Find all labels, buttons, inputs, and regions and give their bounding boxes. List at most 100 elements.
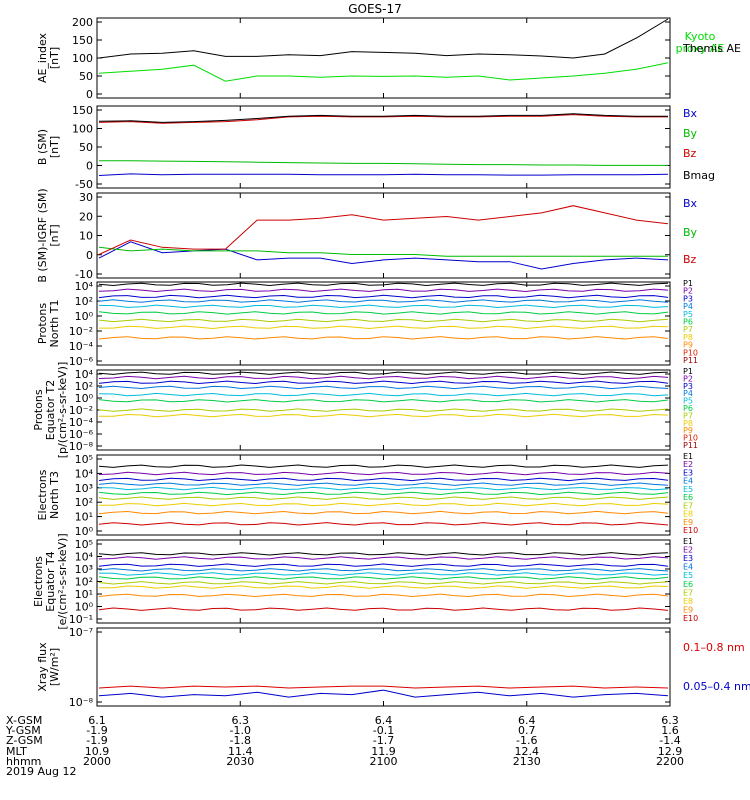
legend-label: P5 [683, 397, 693, 406]
y-tick-label: 10⁰ [75, 310, 94, 323]
y-tick-label: 10⁻⁸ [69, 696, 94, 709]
series-line [98, 205, 669, 255]
y-tick-label: 10 [79, 230, 93, 243]
series-line [98, 496, 669, 500]
series-line [98, 399, 669, 403]
y-tick-label: 10¹ [75, 588, 93, 601]
y-axis-label: Protons [32, 389, 45, 430]
legend-label: P10 [683, 434, 698, 443]
panel-frame [96, 17, 671, 99]
legend-label: P3 [683, 382, 693, 391]
y-tick-label: 10⁵ [75, 453, 93, 466]
legend-label: P7 [683, 411, 693, 420]
x-row-label: X-GSM [6, 714, 42, 727]
series-line [98, 392, 669, 397]
x-axis-value: 6.3 [232, 714, 250, 727]
series-line [99, 585, 669, 589]
legend-label: By [683, 127, 698, 140]
legend-label: Bz [683, 147, 697, 160]
legend-label: By [683, 226, 698, 239]
x-axis-value: 2100 [370, 755, 398, 768]
y-axis-label: [nT] [48, 224, 61, 246]
y-tick-label: 10⁻⁴ [69, 340, 94, 353]
y-tick-label: 10⁻¹ [69, 613, 93, 626]
series-line [98, 62, 669, 82]
y-axis-label: AE_index [36, 32, 49, 83]
y-tick-label: 10⁴ [75, 467, 94, 480]
x-axis-value: -0.1 [373, 724, 394, 737]
legend-label: P4 [683, 302, 693, 311]
panel-4: 10⁴ 10² 10⁰ 10⁻² 10⁻⁴ 10⁻⁶ Protons North T1 P1P2… [36, 279, 698, 368]
y-tick-label: 0 [86, 160, 93, 173]
legend-label: P9 [683, 341, 693, 350]
legend-label: P1 [683, 367, 693, 376]
y-tick-label: 10⁻⁶ [69, 355, 94, 368]
x-axis-value: -1.9 [86, 724, 107, 737]
legend-label: E10 [683, 614, 698, 623]
y-axis-label: [nT] [48, 47, 61, 69]
series-line [98, 556, 669, 560]
legend-label: P7 [683, 325, 693, 334]
panel-frame [96, 105, 671, 189]
legend-label: P3 [683, 294, 693, 303]
series-line [98, 318, 669, 323]
panel-8: 10⁻⁷ 10⁻⁸ Xray flux [W/m²] 0.1–0.8 nm 0.05–0.… [36, 626, 750, 709]
x-row-label: Z-GSM [6, 734, 43, 747]
series-line [98, 173, 669, 176]
y-tick-label: 10² [75, 380, 93, 393]
legend-label: E9 [683, 518, 693, 527]
y-tick-label: 10³ [75, 482, 93, 495]
y-tick-label: 10² [75, 496, 93, 509]
x-row-label: hhmm [6, 755, 41, 768]
legend-label: E5 [683, 571, 693, 580]
y-axis-label: [W/m²] [48, 648, 61, 686]
y-axis-label: [p/(cm²-s-sr-keV)] [56, 362, 69, 459]
legend-label: E8 [683, 597, 693, 606]
series-line [98, 299, 669, 303]
panel-3: 30 20 10 0 -10 B (SM)-IGRF (SM) [nT] Bx By Bz [36, 188, 698, 282]
legend-label: E7 [683, 588, 693, 597]
y-axis-label: Protons [36, 303, 49, 344]
legend-label: P2 [683, 374, 693, 383]
panel-2: 150 100 50 0 -50 B (SM) [nT] Bx By Bz Bmag [36, 104, 715, 191]
legend-label: E7 [683, 501, 693, 510]
panel-frame [96, 192, 671, 279]
series-line [98, 471, 669, 476]
x-axis-value: 2200 [656, 755, 684, 768]
legend-label: Bz [683, 253, 697, 266]
x-axis-value: 10.9 [85, 745, 110, 758]
y-axis-label: Equator T2 [44, 380, 57, 440]
series-line [98, 482, 669, 486]
y-axis-label: B (SM)-IGRF (SM) [36, 188, 49, 282]
series-line [98, 304, 669, 309]
legend-label: E5 [683, 485, 693, 494]
legend-label: P11 [683, 441, 698, 450]
y-tick-label: 150 [72, 104, 93, 117]
legend-label: E3 [683, 468, 693, 477]
series-line [98, 464, 669, 468]
legend-label: Kyoto [685, 30, 716, 43]
series-line [98, 491, 669, 496]
legend-label: P2 [683, 287, 693, 296]
y-tick-label: 10⁴ [75, 368, 94, 381]
legend-label: E6 [683, 493, 693, 502]
x-axis-value: 6.4 [518, 714, 536, 727]
y-tick-label: 100 [72, 123, 93, 136]
series-line [99, 502, 669, 507]
y-axis-label: Electrons [32, 556, 45, 607]
y-tick-label: 10³ [75, 563, 93, 576]
y-tick-label: 30 [79, 191, 93, 204]
x-axis-value: 12.9 [658, 745, 683, 758]
x-row-label: Y-GSM [5, 724, 41, 737]
x-axis-value: 6.4 [375, 714, 393, 727]
legend-label: 0.05–0.4 nm [683, 680, 750, 693]
legend-label: Bmag [683, 169, 715, 182]
y-tick-label: 20 [79, 210, 93, 223]
y-axis-label: [e/(cm²-s-sr-keV)] [56, 533, 69, 629]
y-axis-label: North T3 [48, 471, 61, 519]
legend-label: P8 [683, 333, 693, 342]
y-tick-label: 10⁻² [69, 325, 93, 338]
x-axis-value: 12.4 [515, 745, 540, 758]
